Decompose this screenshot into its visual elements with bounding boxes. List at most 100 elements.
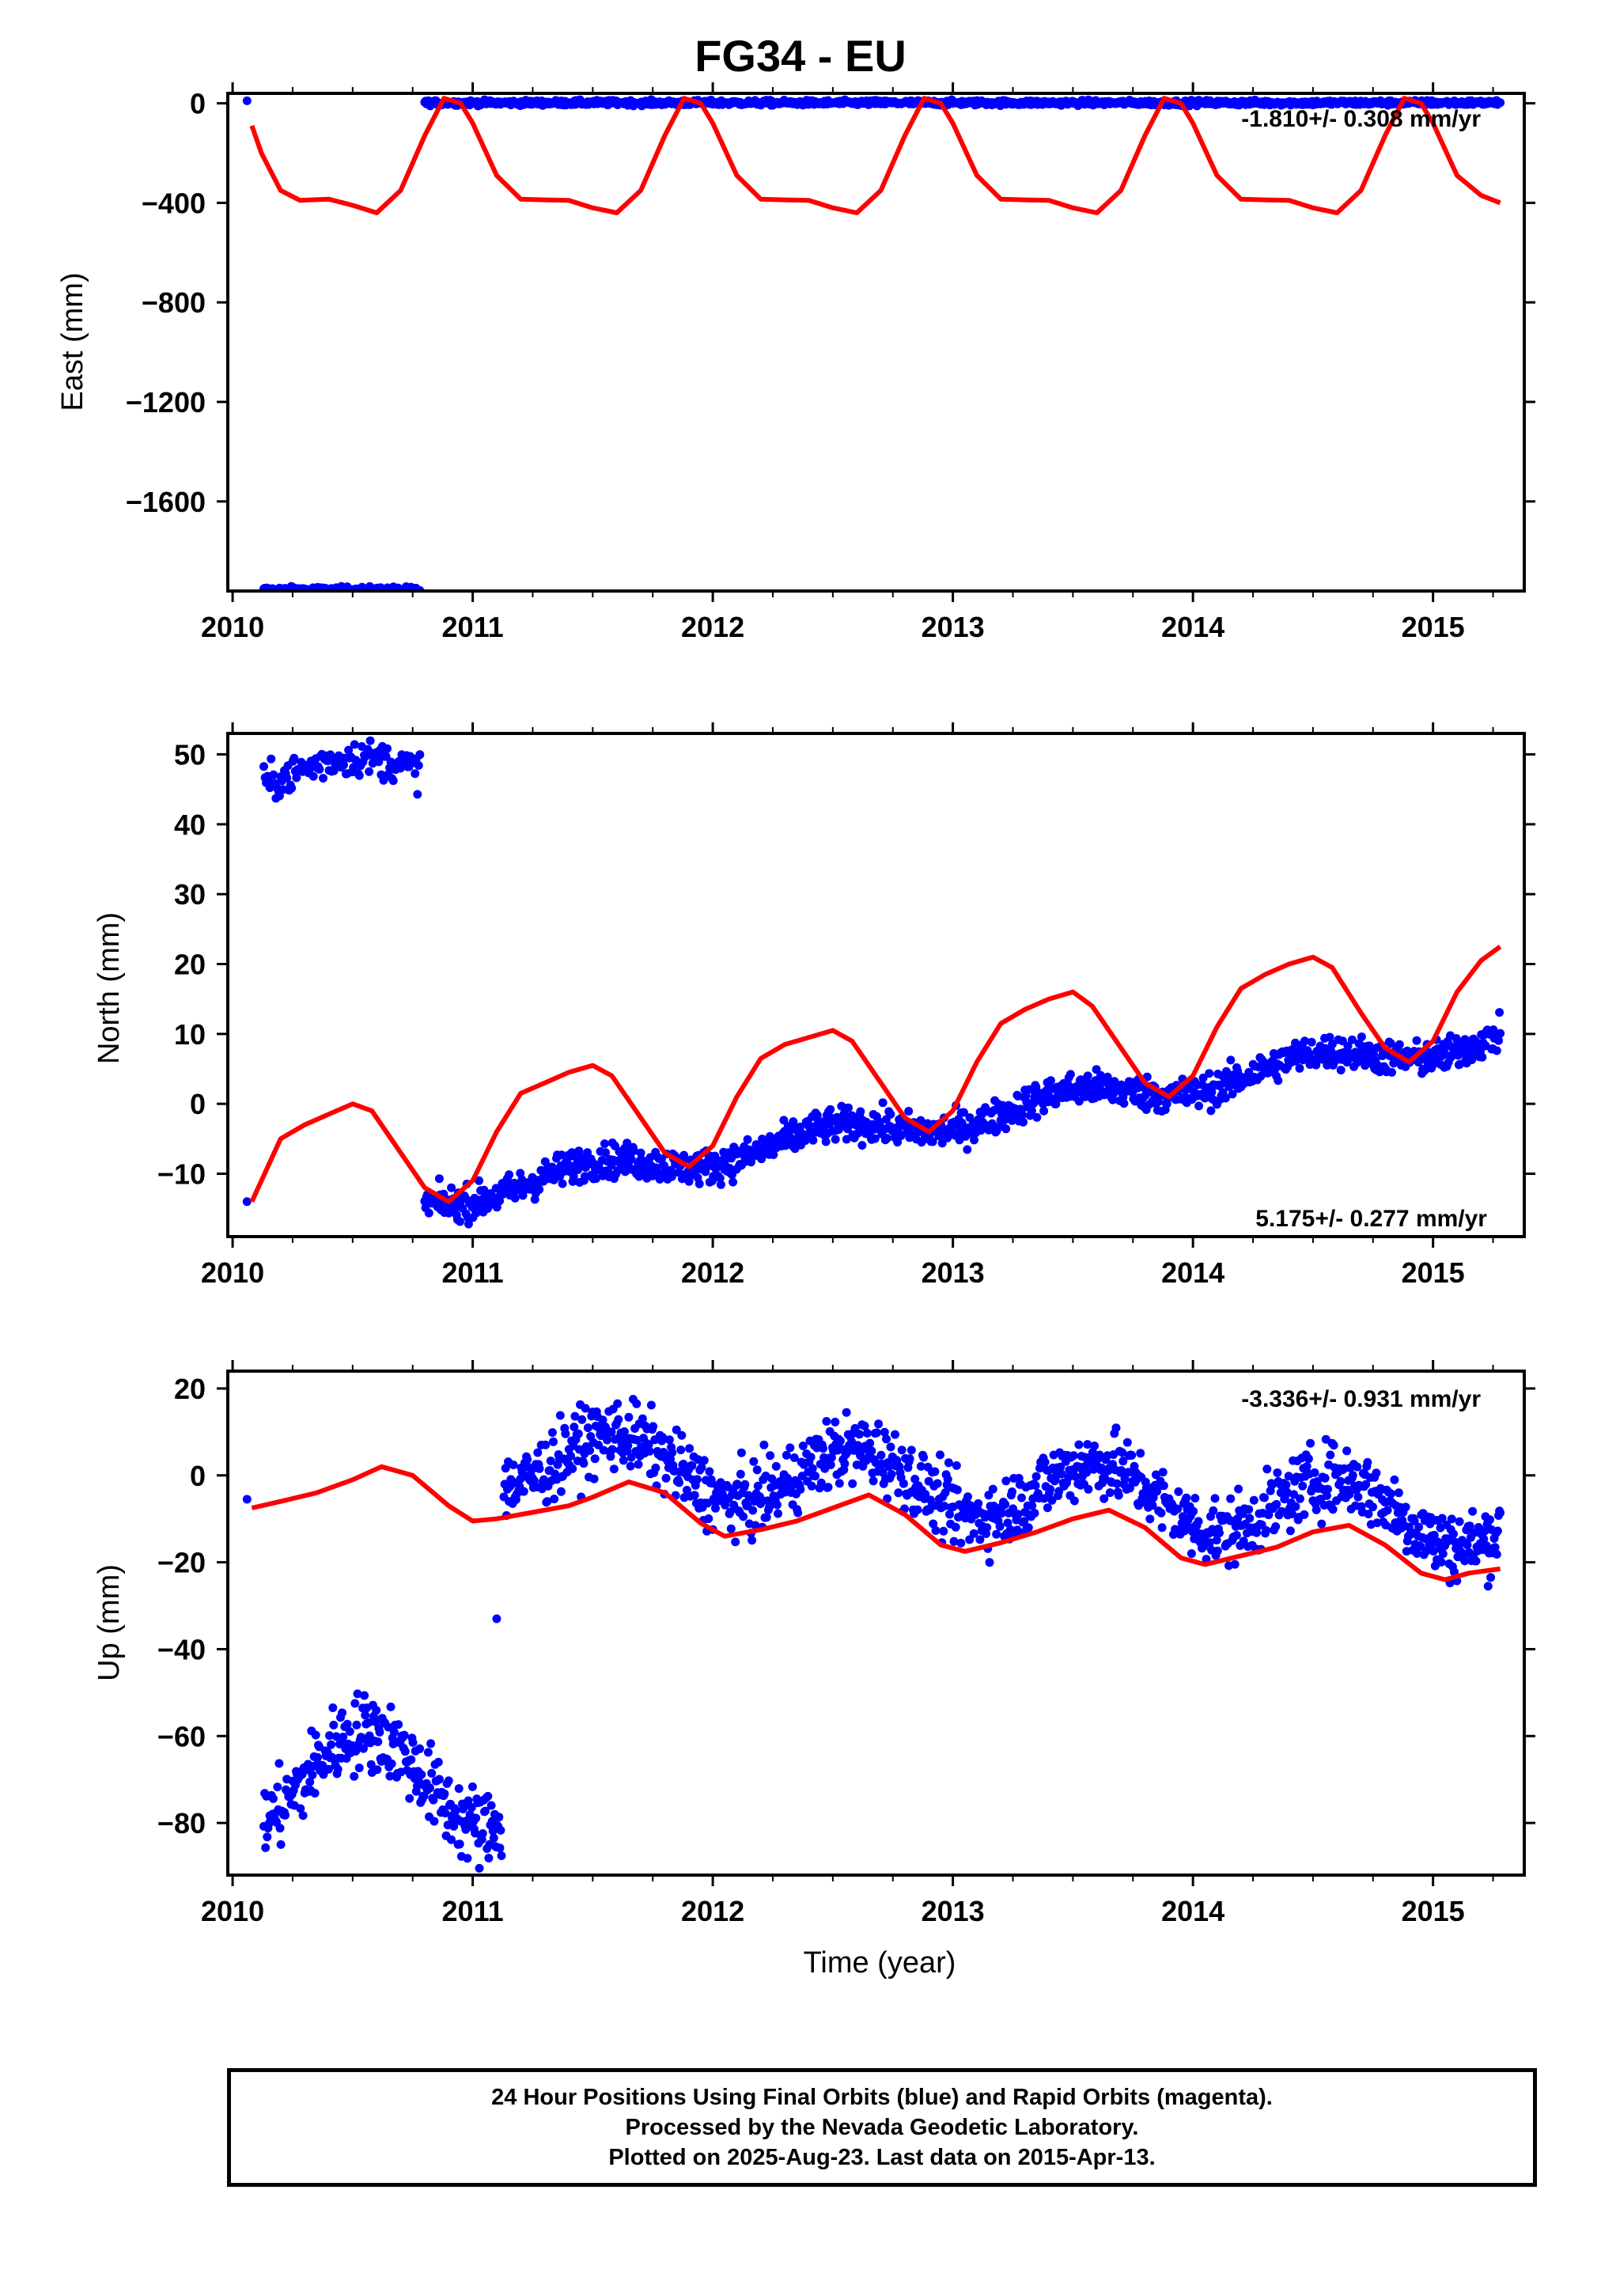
up-data-point <box>1245 1514 1255 1523</box>
up-data-point <box>1492 1550 1501 1559</box>
up-data-point <box>1304 1454 1313 1464</box>
up-xtick-label: 2014 <box>1161 1895 1224 1927</box>
up-data-point <box>455 1839 464 1849</box>
north-data-point <box>666 1165 676 1175</box>
up-data-point <box>1069 1496 1079 1506</box>
up-xtick-label: 2010 <box>201 1895 264 1927</box>
east-model-line <box>249 96 1501 215</box>
up-data-point <box>930 1467 940 1476</box>
north-data-point <box>601 1148 610 1157</box>
up-data-point <box>261 1843 271 1852</box>
up-data-point <box>913 1505 922 1514</box>
up-data-point <box>1262 1464 1272 1474</box>
up-data-point <box>940 1502 949 1511</box>
up-data-point <box>811 1472 820 1481</box>
up-data-point <box>494 1813 504 1822</box>
up-data-point <box>1187 1549 1196 1559</box>
north-data-point <box>1198 1073 1208 1082</box>
up-data-point <box>263 1832 272 1842</box>
north-data-point <box>505 1170 514 1180</box>
up-data-point <box>1412 1549 1421 1558</box>
east-ytick-label: −1200 <box>126 386 206 419</box>
up-data-point <box>1071 1472 1080 1481</box>
up-data-point <box>887 1469 896 1479</box>
north-data-point <box>1311 1060 1321 1070</box>
up-ytick-label: −80 <box>157 1807 206 1839</box>
up-data-point <box>634 1460 643 1469</box>
up-data-point <box>386 1702 396 1711</box>
up-data-point <box>415 1744 425 1753</box>
up-data-point <box>933 1479 942 1488</box>
up-plot: 2010 2011 2012 2013 2014 2015 20 0 −20 −40 −60 −80 <box>157 1360 1535 1927</box>
up-data-point <box>486 1801 496 1810</box>
north-data-point <box>510 1193 520 1203</box>
up-data-point <box>276 1839 286 1849</box>
up-data-point <box>624 1412 634 1422</box>
up-data-point <box>943 1475 952 1484</box>
up-data-point <box>489 1833 498 1843</box>
up-data-point <box>649 1422 658 1431</box>
north-ylabel: North (mm) <box>93 912 126 1064</box>
up-data-point <box>1082 1468 1092 1477</box>
up-data-point <box>570 1411 580 1421</box>
up-data-point <box>1455 1517 1464 1526</box>
up-data-point <box>1043 1503 1052 1513</box>
up-data-point <box>535 1464 544 1473</box>
north-data-point <box>1495 1008 1504 1017</box>
up-data-point <box>842 1408 851 1417</box>
north-data-point <box>516 1169 525 1178</box>
up-data-point <box>759 1440 769 1449</box>
north-data-point <box>695 1179 704 1188</box>
up-data-point <box>345 1727 354 1736</box>
north-data-point <box>282 773 292 782</box>
up-data-point <box>1230 1559 1240 1569</box>
up-ytick-label: 20 <box>174 1373 206 1405</box>
up-data-point <box>1310 1468 1319 1477</box>
up-data-point <box>338 1708 347 1718</box>
up-data-point <box>1288 1510 1296 1519</box>
north-data-point <box>1460 1035 1470 1044</box>
north-data-point <box>831 1135 840 1144</box>
up-data-point <box>577 1415 587 1424</box>
north-data-point <box>743 1135 752 1144</box>
north-data-point <box>600 1139 609 1149</box>
up-data-point <box>1317 1519 1327 1529</box>
up-data-point <box>1329 1441 1338 1450</box>
up-data-point <box>426 1739 436 1749</box>
up-data-point <box>899 1479 908 1488</box>
up-data-point <box>434 1775 444 1784</box>
up-data-point <box>736 1448 746 1457</box>
up-data-point <box>361 1711 370 1720</box>
up-data-point <box>808 1464 817 1473</box>
up-data-point <box>931 1526 941 1535</box>
up-data-point <box>693 1475 702 1484</box>
north-data-point <box>684 1176 694 1186</box>
up-data-point <box>939 1526 948 1536</box>
north-data-point <box>1039 1106 1049 1116</box>
up-data-point <box>524 1462 533 1472</box>
up-data-point <box>921 1490 930 1499</box>
up-data-point <box>1353 1492 1363 1502</box>
up-data-point <box>399 1730 409 1740</box>
north-data-point <box>1228 1089 1237 1099</box>
up-data-point <box>1289 1490 1299 1499</box>
north-data-point <box>365 736 375 745</box>
up-data-point <box>371 1717 380 1726</box>
up-data-point <box>447 1835 456 1844</box>
up-data-point <box>533 1448 543 1457</box>
north-xtick-label: 2013 <box>922 1256 985 1289</box>
up-xtick-label: 2011 <box>442 1895 504 1927</box>
north-data-point <box>558 1179 567 1188</box>
up-data-point <box>451 1806 460 1816</box>
north-data-point <box>842 1135 851 1144</box>
up-data-point <box>417 1770 426 1779</box>
up-data-point <box>509 1461 518 1469</box>
up-data-point <box>1390 1475 1399 1484</box>
up-data-point <box>687 1461 697 1471</box>
up-data-point <box>1361 1480 1371 1489</box>
north-data-point <box>629 1146 638 1155</box>
north-data-point <box>475 1176 483 1185</box>
up-data-point <box>1194 1517 1203 1526</box>
up-data-point <box>481 1806 490 1816</box>
up-data-point <box>867 1446 876 1456</box>
